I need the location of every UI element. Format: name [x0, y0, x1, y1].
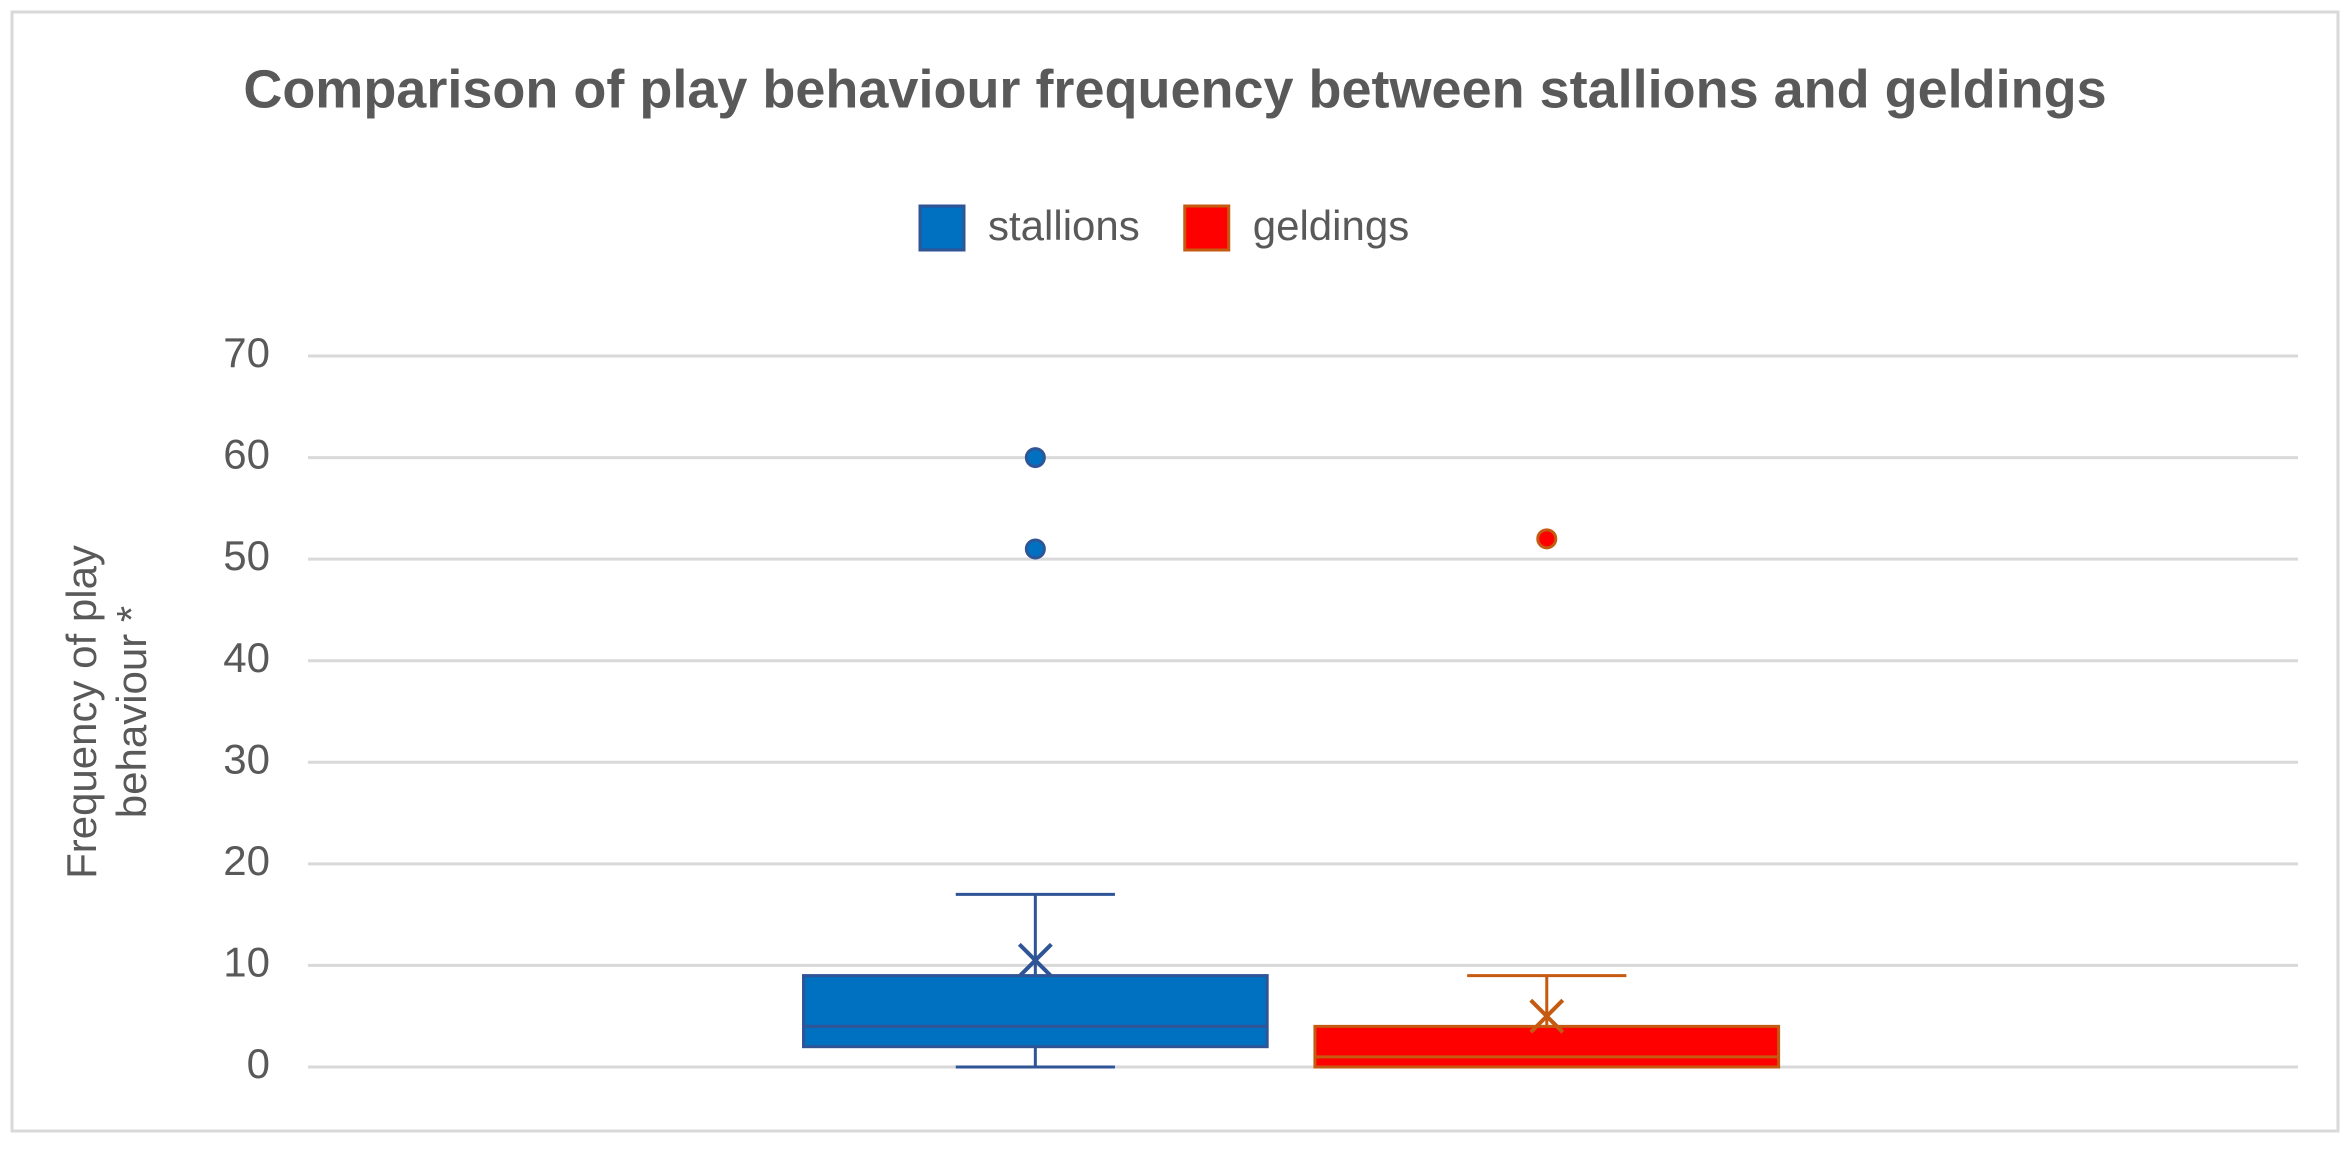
outlier: [1024, 538, 1046, 560]
outlier: [1536, 528, 1558, 550]
chart-title: Comparison of play behaviour frequency b…: [243, 59, 2106, 119]
y-tick-label: 20: [223, 837, 270, 884]
y-tick-label: 60: [223, 431, 270, 478]
y-tick-label: 50: [223, 532, 270, 579]
y-tick-label: 40: [223, 634, 270, 681]
legend-label: geldings: [1253, 202, 1409, 249]
chart-border: [10, 10, 2340, 1133]
mean-marker: [1529, 998, 1565, 1034]
y-tick-label: 10: [223, 939, 270, 986]
legend-label: stallions: [988, 202, 1140, 249]
mean-marker: [1017, 942, 1053, 978]
box: [1313, 1024, 1781, 1069]
y-axis-label: Frequency of playbehaviour *: [58, 545, 155, 879]
y-tick-label: 70: [223, 329, 270, 376]
outlier: [1024, 447, 1046, 469]
legend-swatch: [918, 204, 966, 252]
legend-swatch: [1183, 204, 1231, 252]
legend: stallions geldings: [918, 202, 1409, 252]
box: [802, 974, 1269, 1049]
y-tick-label: 0: [247, 1040, 270, 1087]
y-tick-label: 30: [223, 735, 270, 782]
